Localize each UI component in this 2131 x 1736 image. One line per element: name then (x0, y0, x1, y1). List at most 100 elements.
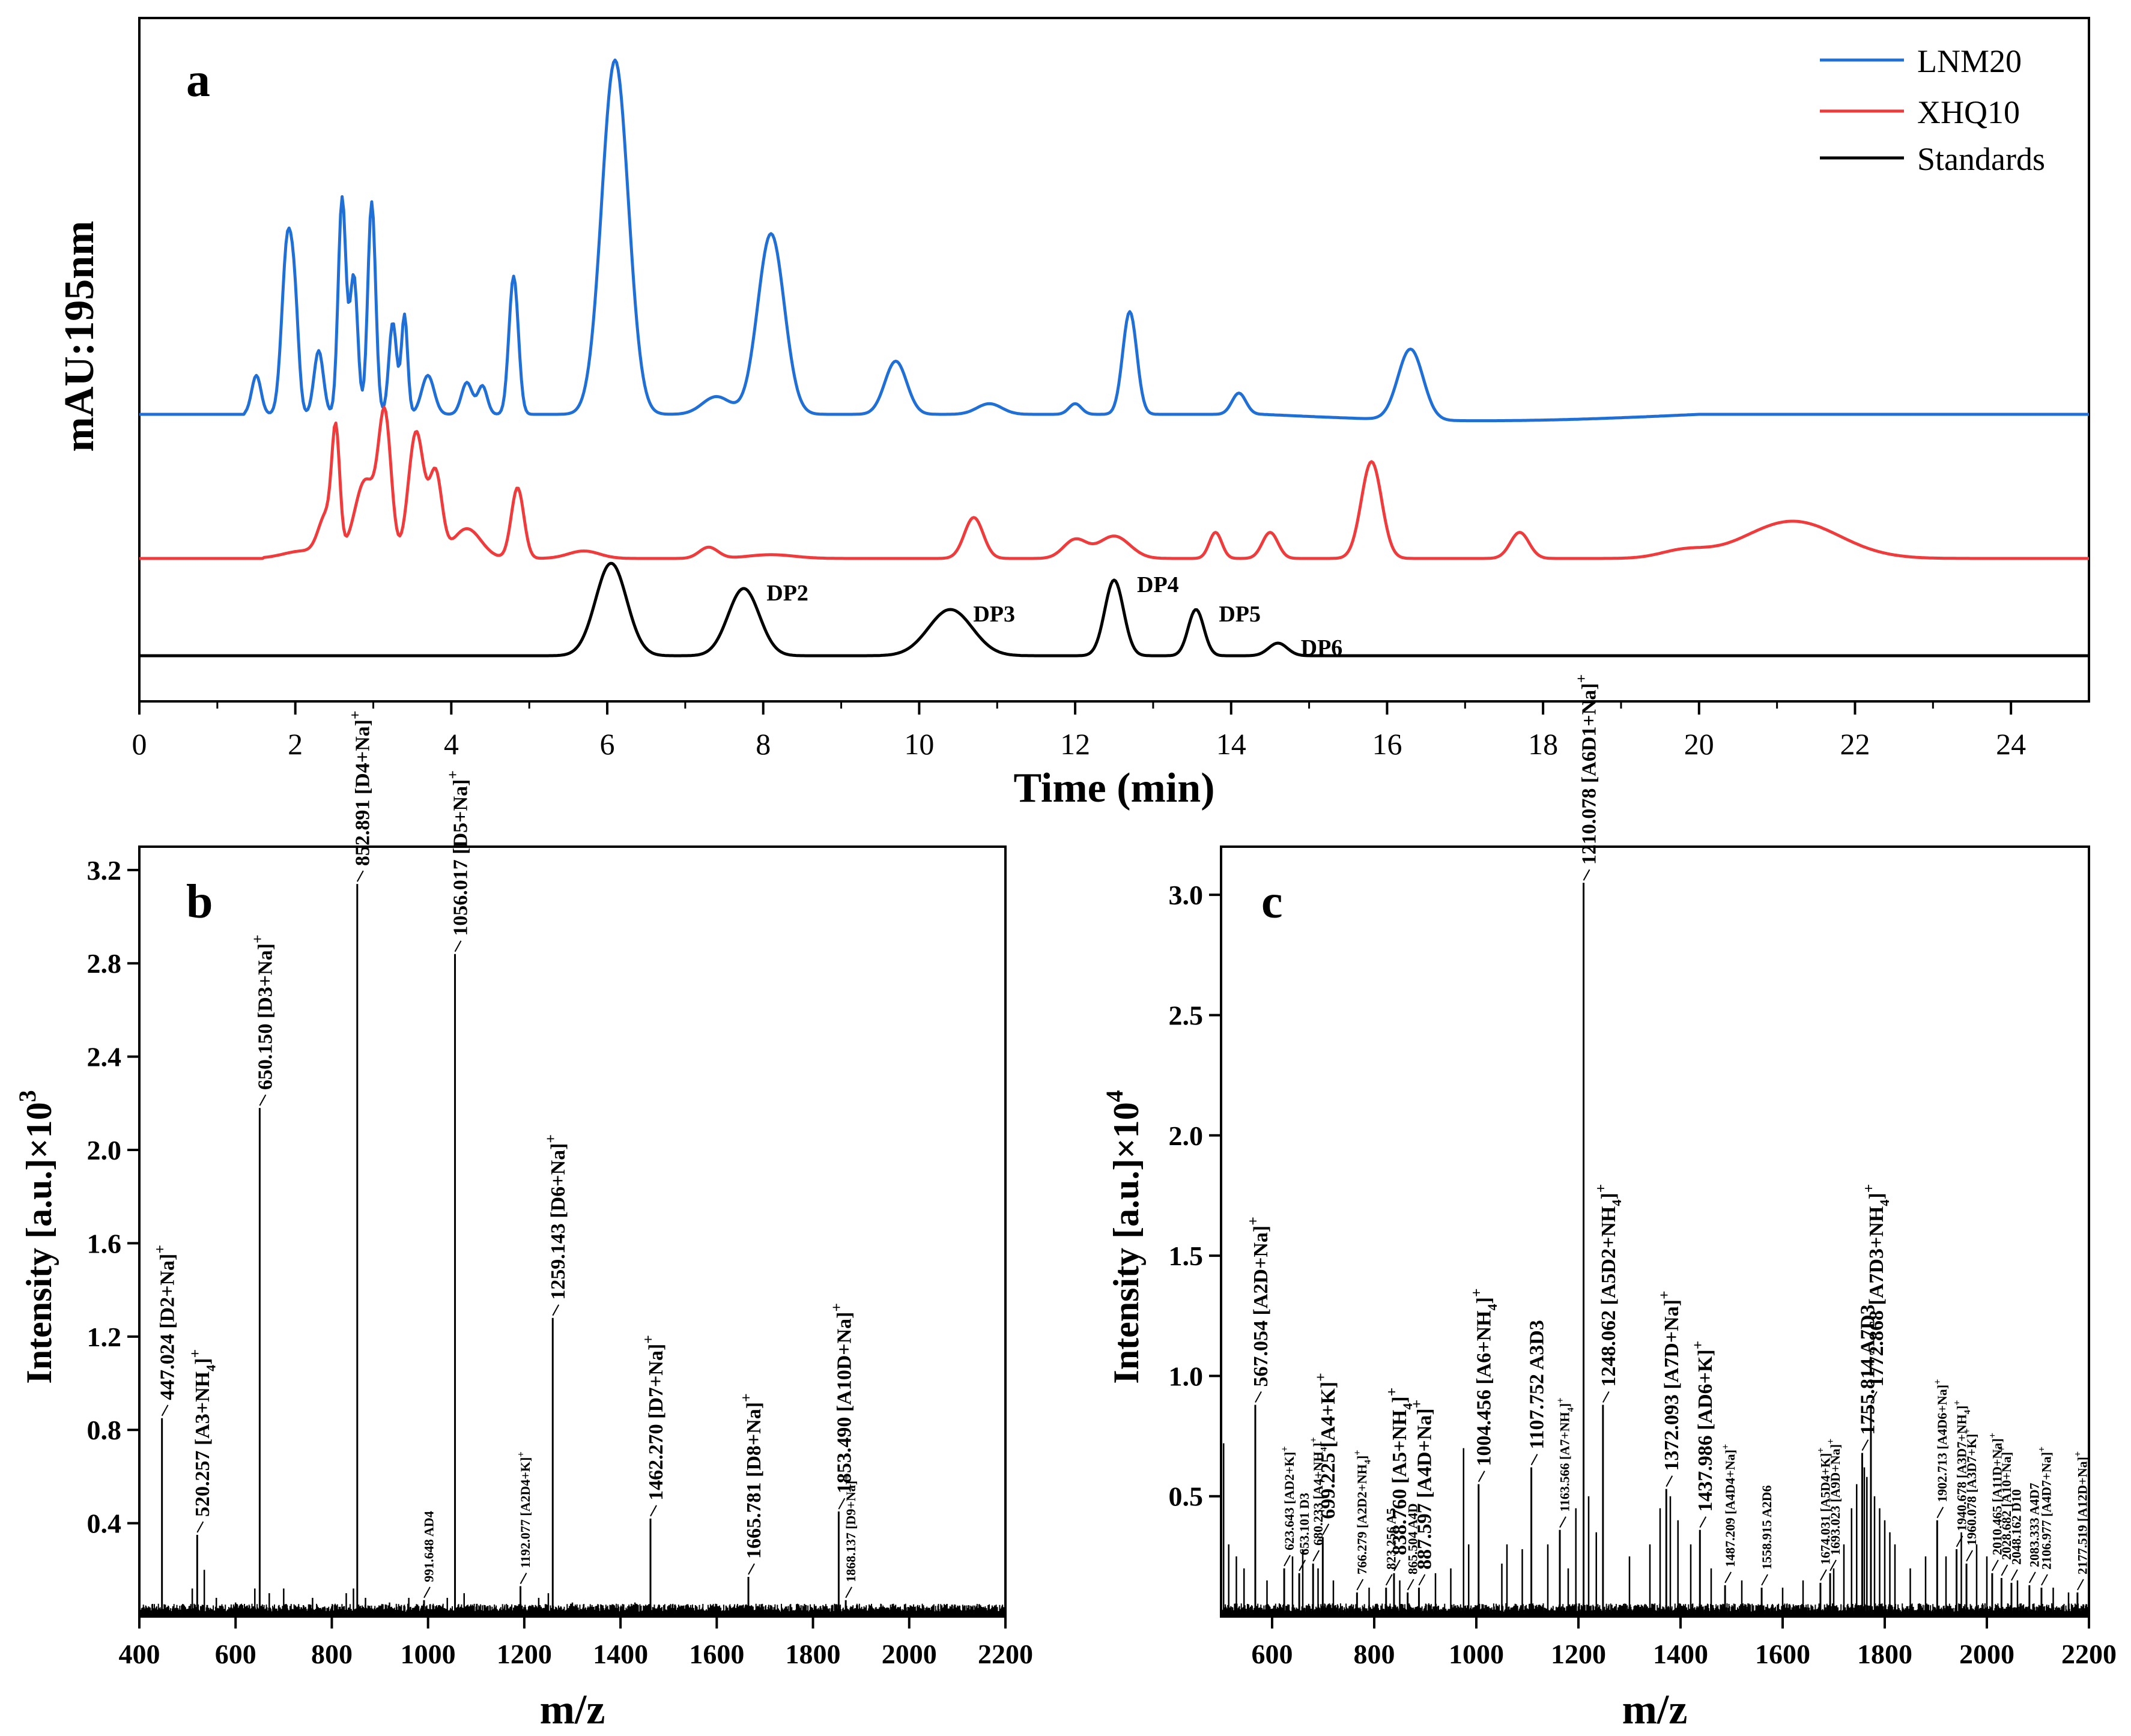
panel-c-peak-label: 567.054 [A2D+Na]+ (1244, 1217, 1272, 1387)
panel-b-peak-label-text: 1853.490 [A10D+Na] (833, 1311, 855, 1493)
panel-c-peak-label: 1674.031 [A5D4+K]+ (1815, 1447, 1833, 1564)
panel-c-peak-label: 1163.566 [A7+NH4]+ (1554, 1397, 1576, 1511)
panel-c-peak-leader (1284, 1555, 1291, 1567)
panel-c-peak-label-text: 823.256 A5 (1383, 1508, 1398, 1570)
panel-b-peak-label: 852.891 [D4+Na]+ (346, 710, 374, 866)
standard-peak-annotation: DP5 (1219, 602, 1261, 627)
panel-a-x-tick-label: 8 (756, 727, 771, 761)
panel-c-peak-label-text: 1960.078 [A3D7+K] (1964, 1434, 1979, 1546)
panel-c-peak-label-superscript: + (1308, 1437, 1319, 1442)
panel-c-peak-label-text: 680.233 [A4+NH (1311, 1451, 1326, 1546)
trace-lnm20 (139, 58, 2089, 423)
panel-c-peak-label-superscript: + (1312, 1373, 1329, 1382)
panel-c-peak-label-tail: ] (1354, 1456, 1369, 1460)
panel-b-peaks (139, 884, 1005, 1617)
panel-b-peak-label-superscript: + (828, 1303, 845, 1312)
panel-c: 600 800 1000 1200 1400 1600 1800 2000 2200 0.5 1.0… (1101, 674, 2117, 1733)
panel-b-peak-leader (520, 1573, 527, 1584)
panel-a-x-tick-label: 20 (1684, 727, 1714, 761)
panel-b-x-tick-label: 1000 (401, 1639, 456, 1669)
panel-c-peak-label-text: 887.597 [A4D+Na] (1413, 1408, 1435, 1570)
panel-c-peak-leader (1761, 1574, 1768, 1586)
panel-c-peak-label: 887.597 [A4D+Na]+ (1408, 1400, 1435, 1570)
panel-c-peak-label-subscript: 4 (1485, 1304, 1500, 1310)
panel-b-axes: 400 600 800 1000 1200 1400 1600 1800 2000 2200 0.4… (87, 855, 1034, 1669)
panel-c-peak-leader (1992, 1559, 1999, 1571)
panel-c-peak-label-superscript: + (1279, 1446, 1290, 1451)
panel-c-y-tick-label: 0.5 (1169, 1481, 1204, 1512)
panel-a-x-tick-label: 12 (1060, 727, 1090, 761)
panel-b-y-tick-label: 3.2 (87, 855, 122, 886)
standard-peak-annotation: DP4 (1137, 572, 1179, 597)
panel-b-peak-label: 1868.137 [D9+Na]+ (840, 1475, 858, 1582)
panel-c-peak-label-superscript: + (1383, 1388, 1401, 1397)
panel-a-x-axis: 0 2 4 6 8 10 12 14 16 18 20 22 24 (132, 701, 2026, 761)
panel-b-peak-leader (259, 1094, 267, 1106)
panel-c-peak-label: 766.279 [A2D2+NH4]+ (1351, 1450, 1373, 1574)
panel-c-peak-label: 2048.162 D10 (2009, 1489, 2024, 1565)
panel-c-peak-label-text: 1487.209 [A4D4+Na] (1723, 1450, 1738, 1567)
panel-c-peak-leader (1583, 869, 1590, 881)
panel-c-peak-label-text: 2028.682 [A10+Na] (1999, 1452, 2014, 1560)
panel-c-peak-label-superscript: + (1689, 1341, 1706, 1350)
panel-c-peak-label: 1693.023 [A9D+Na]+ (1825, 1439, 1843, 1555)
panel-c-peak-label: 2083.333 A4D7 (2027, 1483, 2042, 1567)
panel-a-x-tick-label: 2 (288, 727, 303, 761)
panel-b-peak-leader (161, 1405, 169, 1417)
panel-b-peak-label-superscript: + (542, 1134, 559, 1143)
panel-c-x-tick-label: 1200 (1551, 1639, 1606, 1669)
panel-c-peak-leader (1666, 1475, 1673, 1487)
panel-b-peak-label-superscript: + (515, 1451, 526, 1457)
panel-c-peak-leader (1870, 1391, 1878, 1403)
panel-c-peak-label-subscript: 4 (1319, 1447, 1329, 1451)
panel-b-peak-label: 447.024 [D2+Na]+ (151, 1245, 178, 1400)
panel-c-y-tick-label: 2.5 (1169, 1000, 1204, 1030)
panel-b-peak-label-text: 1259.143 [D6+Na] (547, 1143, 569, 1300)
panel-b-peak-label-superscript: + (738, 1393, 755, 1402)
panel-b-ylabel: Intensity [a.u.]×103 (14, 1090, 59, 1384)
panel-c-peak-label-superscript: + (1996, 1447, 2007, 1452)
panel-c-peak-leader (1966, 1550, 1973, 1562)
panel-c-peak-label: 1902.713 [A4D6+Na]+ (1932, 1379, 1950, 1502)
panel-b-x-tick-label: 400 (119, 1639, 160, 1669)
panel-b-peak-label-superscript: + (840, 1475, 852, 1480)
panel-c-peak-label-superscript: + (1592, 1184, 1609, 1193)
standard-peak-annotation: DP6 (1301, 635, 1343, 661)
panel-a-x-tick-label: 16 (1372, 727, 1402, 761)
panel-b-peak-label: 1192.077 [A2D4+K]+ (515, 1451, 533, 1568)
panel-c-y-tick-label: 1.0 (1169, 1361, 1204, 1391)
panel-c-peak-label-text: 1163.566 [A7+NH (1557, 1412, 1572, 1512)
panel-c-x-tick-label: 2200 (2061, 1639, 2117, 1669)
panel-b-ylabel-text: Intensity [a.u.]×10 (19, 1102, 59, 1384)
standard-peak-annotation: DP3 (973, 602, 1015, 627)
panel-c-x-tick-label: 1800 (1857, 1639, 1912, 1669)
panel-b-y-tick-label: 0.8 (87, 1415, 122, 1445)
panel-c-peak-leader (2028, 1571, 2036, 1583)
panel-b-peak-label: 1462.270 [D7+Na]+ (640, 1335, 667, 1501)
panel-c-axes: 600 800 1000 1200 1400 1600 1800 2000 2200 0.5 1.0… (1169, 880, 2117, 1669)
panel-c-peak-label: 1248.062 [A5D2+NH4]+ (1592, 1184, 1624, 1387)
panel-c-peak-leader (1724, 1571, 1732, 1583)
panel-c-peak-label: 1558.915 A2D6 (1759, 1485, 1774, 1570)
panel-c-peak-leader (1861, 1439, 1869, 1451)
panel-b-peak-label-text: 447.024 [D2+Na] (157, 1254, 179, 1400)
panel-a-ylabel: mAU:195nm (56, 221, 103, 452)
panel-c-peak-label-subscript: 4 (1609, 1200, 1624, 1206)
panel-b: 400 600 800 1000 1200 1400 1600 1800 2000 2200 0.4… (14, 710, 1033, 1733)
trace-xhq10 (139, 406, 2089, 560)
panel-b-peak-leader (552, 1304, 560, 1316)
panel-c-x-tick-label: 1600 (1755, 1639, 1810, 1669)
panel-c-peak-label-superscript: + (1815, 1447, 1826, 1453)
panel-c-peak-label-text: 699.225 [A4+K] (1317, 1382, 1339, 1519)
panel-c-peak-leader (1936, 1507, 1944, 1519)
panel-b-peak-label: 650.150 [D3+Na]+ (249, 934, 276, 1090)
panel-c-ylabel: Intensity [a.u.]×104 (1101, 1090, 1146, 1384)
panel-c-peak-label-text: 2048.162 D10 (2009, 1489, 2024, 1565)
panel-c-peak-leader (2077, 1579, 2084, 1591)
panel-a-x-tick-label: 22 (1840, 727, 1870, 761)
panel-c-peak-leader (1356, 1579, 1364, 1591)
panel-b-peak-label-superscript: + (249, 934, 266, 943)
panel-b-x-tick-label: 2200 (978, 1639, 1033, 1669)
panel-c-peak-label-text: 1107.752 A3D3 (1526, 1320, 1548, 1449)
